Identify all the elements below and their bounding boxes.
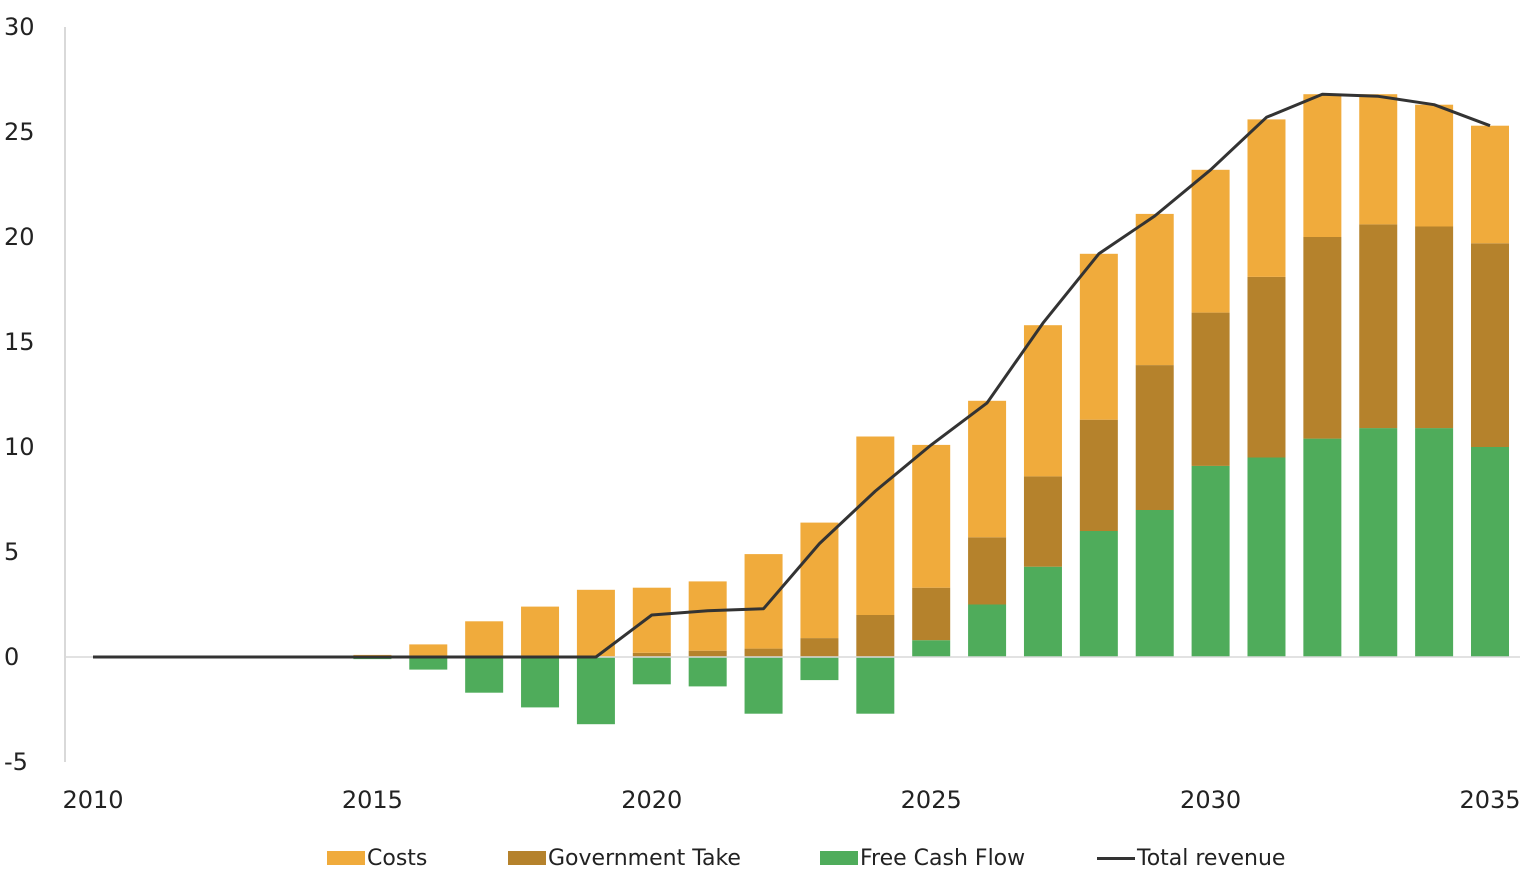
bar-costs-2034 [1415, 104, 1454, 227]
bar-costs-2031 [1247, 119, 1286, 277]
line-layer [93, 92, 1491, 659]
legend-label-costs: Costs [367, 845, 428, 871]
bar-free-cash-flow-2027 [1023, 566, 1062, 657]
legend-item-government-take: Government Take [508, 838, 741, 878]
bar-free-cash-flow-2031 [1247, 457, 1286, 657]
x-tick-label-2035: 2035 [1459, 786, 1520, 814]
bar-costs-2022 [744, 554, 783, 649]
bar-government-take-2033 [1359, 224, 1398, 429]
bar-free-cash-flow-2030 [1191, 465, 1230, 657]
legend-label-government-take: Government Take [548, 845, 741, 871]
x-tick-label-2030: 2030 [1180, 786, 1241, 814]
legend-swatch-total-revenue [1097, 856, 1135, 860]
legend-item-costs: Costs [327, 838, 427, 878]
bar-free-cash-flow-2033 [1359, 428, 1398, 657]
bar-free-cash-flow-2021 [688, 657, 727, 687]
bar-free-cash-flow-2025 [912, 640, 951, 657]
bar-government-take-2026 [968, 537, 1007, 605]
bar-costs-2029 [1135, 213, 1174, 366]
x-tick-label-2010: 2010 [62, 786, 123, 814]
bar-costs-2035 [1471, 125, 1509, 244]
bar-government-take-2028 [1079, 419, 1118, 531]
bar-free-cash-flow-2020 [632, 657, 671, 685]
bar-costs-2032 [1303, 94, 1342, 237]
bar-government-take-2029 [1135, 365, 1174, 510]
bar-costs-2024 [856, 436, 895, 615]
x-tick-label-2020: 2020 [621, 786, 682, 814]
legend-label-total-revenue: Total revenue [1137, 845, 1286, 871]
bar-government-take-2022 [744, 648, 783, 657]
bar-costs-2016 [409, 644, 448, 657]
bar-government-take-2021 [688, 650, 727, 657]
bar-government-take-2020 [632, 652, 671, 657]
y-tick-label--5: -5 [4, 748, 28, 776]
bar-costs-2026 [968, 400, 1007, 538]
y-tick-label-15: 15 [4, 328, 35, 356]
bar-free-cash-flow-2029 [1135, 510, 1174, 657]
bar-free-cash-flow-2024 [856, 657, 895, 714]
x-tick-label-2025: 2025 [901, 786, 962, 814]
bar-government-take-2025 [912, 587, 951, 641]
legend-label-free-cash-flow: Free Cash Flow [860, 845, 1026, 871]
legend-swatch-free-cash-flow [820, 851, 858, 865]
y-tick-label-20: 20 [4, 223, 35, 251]
bar-free-cash-flow-2022 [744, 657, 783, 714]
chart-legend: Costs Government Take Free Cash Flow Tot… [0, 838, 1536, 878]
bar-costs-2018 [521, 606, 560, 657]
bar-layer [353, 94, 1509, 725]
bar-free-cash-flow-2034 [1415, 428, 1454, 657]
bar-free-cash-flow-2032 [1303, 438, 1342, 657]
y-tick-label-5: 5 [4, 538, 19, 566]
bar-government-take-2023 [800, 638, 839, 657]
y-tick-label-0: 0 [4, 643, 19, 671]
bar-costs-2028 [1079, 253, 1118, 420]
bar-free-cash-flow-2035 [1471, 447, 1509, 657]
bar-costs-2023 [800, 522, 839, 639]
bar-free-cash-flow-2026 [968, 604, 1007, 657]
bar-free-cash-flow-2028 [1079, 531, 1118, 657]
bar-government-take-2031 [1247, 276, 1286, 458]
y-tick-label-10: 10 [4, 433, 35, 461]
bar-free-cash-flow-2019 [576, 657, 615, 725]
legend-item-free-cash-flow: Free Cash Flow [820, 838, 1025, 878]
legend-swatch-costs [327, 851, 365, 865]
line-total-revenue [93, 92, 1491, 659]
bar-government-take-2035 [1471, 243, 1509, 447]
bar-costs-2030 [1191, 169, 1230, 313]
bar-costs-2027 [1023, 325, 1062, 477]
bar-costs-2025 [912, 444, 951, 588]
bar-free-cash-flow-2017 [465, 657, 504, 693]
legend-swatch-government-take [508, 851, 546, 865]
bar-government-take-2027 [1023, 476, 1062, 567]
x-tick-label-2015: 2015 [342, 786, 403, 814]
bar-free-cash-flow-2023 [800, 657, 839, 681]
bar-government-take-2030 [1191, 312, 1230, 466]
bar-costs-2033 [1359, 94, 1398, 225]
axes-layer [64, 27, 1520, 762]
y-tick-label-25: 25 [4, 118, 35, 146]
bar-government-take-2032 [1303, 237, 1342, 439]
bar-costs-2020 [632, 587, 671, 653]
bar-costs-2021 [688, 581, 727, 651]
bar-government-take-2024 [856, 615, 895, 657]
legend-item-total-revenue: Total revenue [1097, 838, 1285, 878]
bar-costs-2017 [465, 621, 504, 657]
bar-government-take-2034 [1415, 226, 1454, 429]
y-tick-label-30: 30 [4, 13, 35, 41]
bar-free-cash-flow-2016 [409, 657, 448, 670]
bar-free-cash-flow-2018 [521, 657, 560, 708]
